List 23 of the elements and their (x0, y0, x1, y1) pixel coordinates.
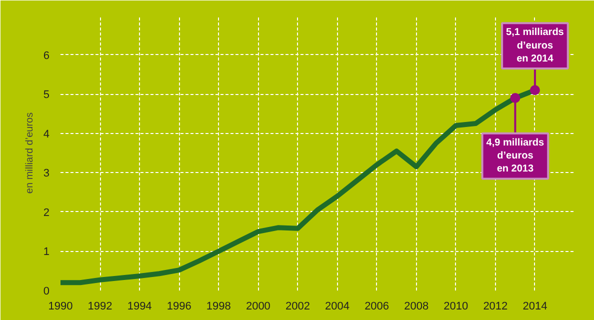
x-tick-label: 1994 (127, 300, 152, 312)
x-tick-label: 1996 (166, 300, 192, 312)
x-tick-label: 1990 (48, 300, 73, 312)
y-tick-label: 4 (43, 128, 50, 140)
x-tick-label: 2002 (285, 300, 310, 312)
x-tick-label: 2000 (246, 300, 270, 312)
y-tick-label: 3 (43, 168, 50, 180)
y-tick-label: 0 (43, 286, 50, 298)
x-tick-label: 2014 (522, 300, 548, 312)
y-tick-label: 5 (43, 89, 50, 102)
x-tick-label: 2008 (404, 300, 429, 312)
x-tick-label: 2006 (364, 300, 390, 312)
x-tick-label: 2004 (325, 300, 350, 312)
y-tick-label: 1 (43, 246, 50, 258)
annotation: 4,9 milliards d’euros en 2013 (486, 137, 545, 175)
y-tick-label: 6 (43, 50, 50, 62)
y-tick-label: 2 (43, 206, 50, 219)
x-tick-label: 1992 (88, 300, 112, 312)
y-axis-title: en milliard d’euros (24, 112, 36, 194)
x-tick-label: 1998 (206, 300, 231, 312)
x-tick-label: 2010 (444, 300, 468, 312)
x-tick-label: 2012 (483, 300, 508, 312)
annotation: 5,1 milliards d’euros en 2014 (506, 27, 564, 65)
